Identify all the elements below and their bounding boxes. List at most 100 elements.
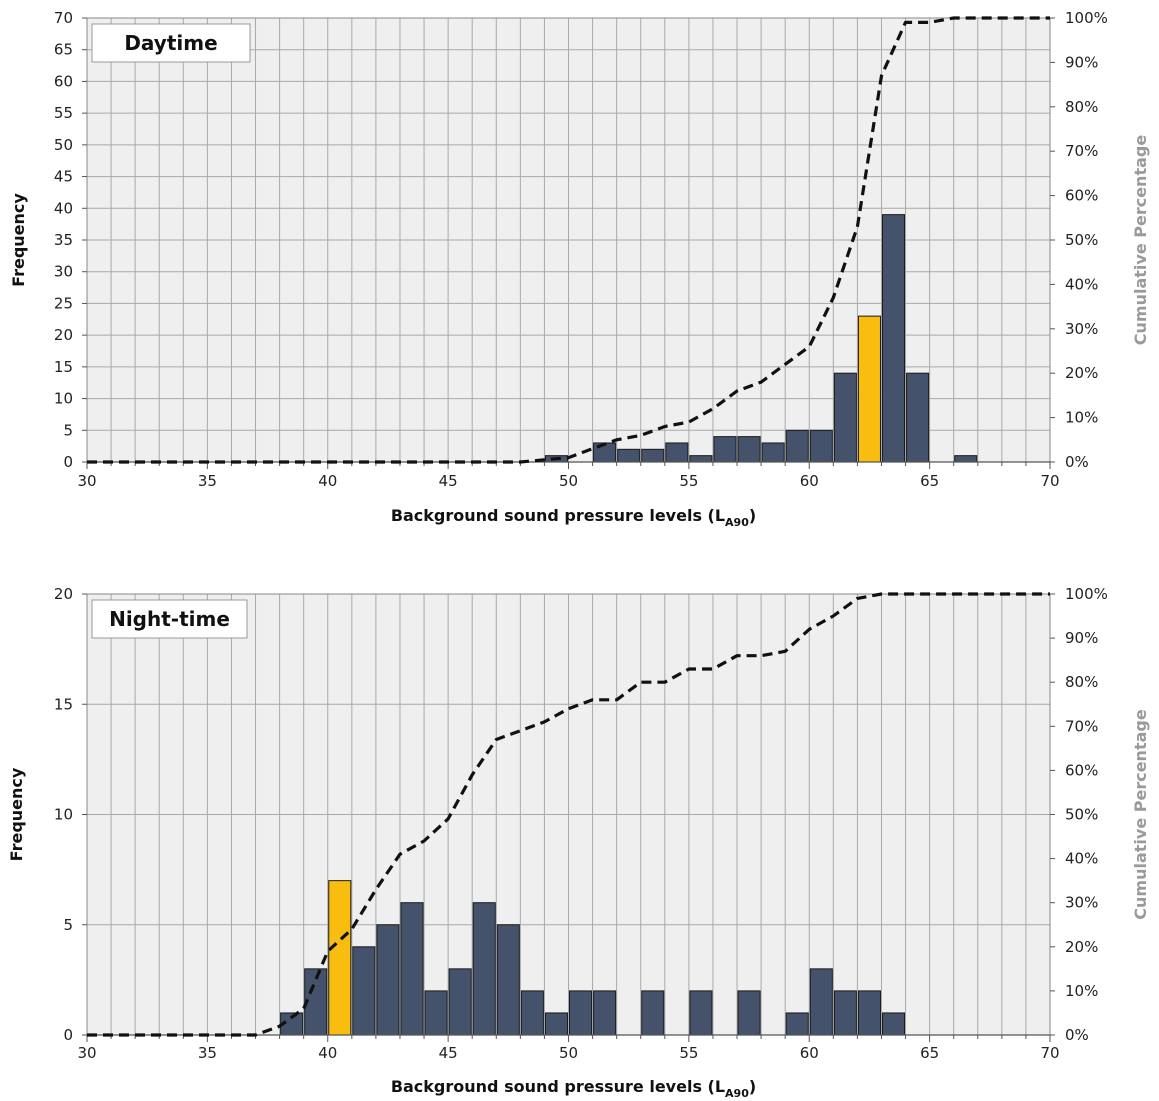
x-axis-label-subscript: A90 [725, 1087, 749, 1100]
cumulative-line [87, 16, 1050, 464]
y2-tick-label: 0% [1065, 1026, 1089, 1044]
bar [424, 990, 448, 1036]
bar [617, 448, 641, 463]
bar [496, 924, 520, 1036]
x-tick-label: 60 [800, 1044, 819, 1062]
x-axis-label-subscript: A90 [725, 516, 749, 529]
y2-tick-label: 10% [1065, 982, 1098, 1000]
bar [785, 1012, 809, 1036]
y-tick-label: 15 [54, 358, 73, 376]
bar [954, 455, 978, 463]
bar [809, 968, 833, 1036]
y2-axis-label: Cumulative Percentage [1131, 709, 1150, 920]
y2-tick-label: 20% [1065, 364, 1098, 382]
x-tick-label: 55 [679, 1044, 698, 1062]
x-tick-label: 40 [318, 472, 337, 490]
y2-tick-label: 70% [1065, 717, 1098, 735]
x-tick-label: 45 [439, 472, 458, 490]
x-tick-label: 35 [198, 1044, 217, 1062]
y2-tick-label: 60% [1065, 761, 1098, 779]
y-tick-label: 0 [63, 1026, 73, 1044]
y2-tick-label: 50% [1065, 231, 1098, 249]
bar [785, 429, 809, 463]
bar [376, 924, 400, 1036]
y-tick-label: 60 [54, 72, 73, 90]
bar [737, 990, 761, 1036]
y2-tick-label: 70% [1065, 142, 1098, 160]
bar [641, 448, 665, 463]
y2-tick-label: 60% [1065, 187, 1098, 205]
x-tick-label: 30 [77, 1044, 96, 1062]
bar [400, 902, 424, 1036]
y-tick-label: 50 [54, 136, 73, 154]
bar [857, 990, 881, 1036]
y-tick-label: 5 [63, 916, 73, 934]
bar [737, 436, 761, 463]
y-tick-label: 0 [63, 453, 73, 471]
bar [520, 990, 544, 1036]
cumulative-line [87, 592, 1050, 1037]
y-tick-label: 30 [54, 263, 73, 281]
bar [665, 442, 689, 463]
x-tick-label: 65 [920, 1044, 939, 1062]
x-tick-label: 55 [679, 472, 698, 490]
bar [881, 214, 906, 463]
y2-tick-label: 20% [1065, 938, 1098, 956]
x-axis-label: Background sound pressure levels (LA90) [391, 1077, 756, 1100]
x-tick-label: 70 [1040, 1044, 1059, 1062]
bar [641, 990, 665, 1036]
y-tick-label: 10 [54, 806, 73, 824]
bar [713, 436, 737, 463]
y-tick-label: 65 [54, 41, 73, 59]
chart-title: Night-time [109, 607, 230, 631]
y2-axis-label: Cumulative Percentage [1131, 135, 1150, 346]
y2-tick-label: 40% [1065, 850, 1098, 868]
y-axis-label: Frequency [7, 767, 26, 861]
bar [472, 902, 496, 1036]
y2-tick-label: 100% [1065, 9, 1108, 27]
chart-title: Daytime [124, 31, 217, 55]
bar [689, 990, 713, 1036]
y2-tick-label: 10% [1065, 409, 1098, 427]
y-axis-label: Frequency [9, 193, 28, 287]
x-tick-label: 50 [559, 472, 578, 490]
nighttime-chart: 30 35 40 45 50 55 60 65 70 0 5 10 15 20 0% 10% 20% 30% 40%… [7, 585, 1150, 1100]
y2-tick-label: 50% [1065, 806, 1098, 824]
title-badge [91, 599, 248, 639]
x-tick-label: 50 [559, 1044, 578, 1062]
bar [569, 990, 593, 1036]
x-tick-label: 60 [800, 472, 819, 490]
x-axis-label-tail: ) [749, 1077, 756, 1096]
y-tick-label: 35 [54, 231, 73, 249]
y2-tick-label: 80% [1065, 98, 1098, 116]
y2-tick-label: 80% [1065, 673, 1098, 691]
bar [689, 455, 713, 463]
x-tick-label: 40 [318, 1044, 337, 1062]
y2-tick-label: 100% [1065, 585, 1108, 603]
x-tick-label: 70 [1040, 472, 1059, 490]
daytime-chart: 30 35 40 45 50 55 60 65 70 0 5 10 15 20 25 30 35 40 45 50 55… [9, 9, 1150, 529]
bar-highlight [857, 315, 881, 463]
title-badge [91, 23, 251, 63]
bar [593, 990, 617, 1036]
y2-tick-label: 40% [1065, 275, 1098, 293]
y-tick-label: 5 [63, 421, 73, 439]
bar [833, 372, 857, 463]
y2-tick-label: 90% [1065, 629, 1098, 647]
y-tick-label: 20 [54, 326, 73, 344]
x-axis-label: Background sound pressure levels (LA90) [391, 506, 756, 529]
x-tick-label: 65 [920, 472, 939, 490]
y-tick-label: 70 [54, 9, 73, 27]
bar [833, 990, 857, 1036]
y-tick-label: 55 [54, 104, 73, 122]
y-tick-label: 10 [54, 390, 73, 408]
y2-tick-label: 30% [1065, 320, 1098, 338]
y2-tick-label: 90% [1065, 53, 1098, 71]
y-tick-label: 15 [54, 695, 73, 713]
bar [448, 968, 472, 1036]
bar [906, 372, 930, 463]
y2-tick-label: 0% [1065, 453, 1089, 471]
y-tick-label: 40 [54, 199, 73, 217]
bar [881, 1012, 906, 1036]
y-tick-label: 20 [54, 585, 73, 603]
